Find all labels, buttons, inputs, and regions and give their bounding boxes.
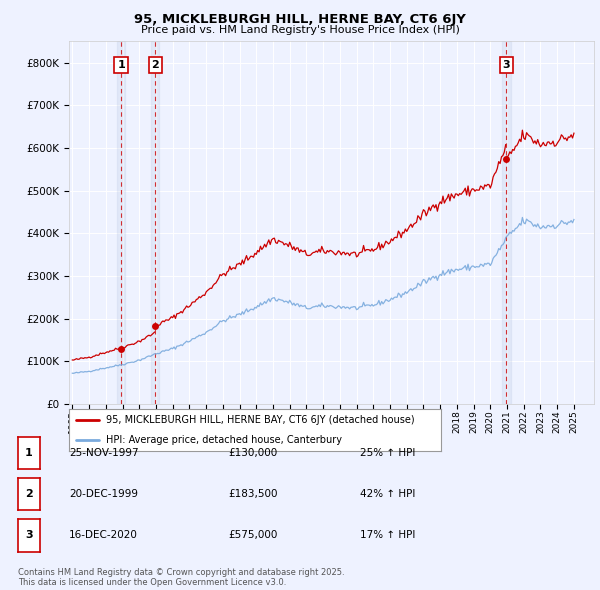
Text: 95, MICKLEBURGH HILL, HERNE BAY, CT6 6JY: 95, MICKLEBURGH HILL, HERNE BAY, CT6 6JY: [134, 13, 466, 26]
Bar: [502, 41, 511, 404]
Text: £183,500: £183,500: [228, 489, 277, 499]
Text: 17% ↑ HPI: 17% ↑ HPI: [360, 530, 415, 540]
Text: 3: 3: [25, 530, 32, 540]
Text: £130,000: £130,000: [228, 448, 277, 458]
Bar: [117, 41, 125, 404]
Text: 3: 3: [503, 60, 510, 70]
Text: 95, MICKLEBURGH HILL, HERNE BAY, CT6 6JY (detached house): 95, MICKLEBURGH HILL, HERNE BAY, CT6 6JY…: [106, 415, 415, 425]
Text: 25-NOV-1997: 25-NOV-1997: [69, 448, 139, 458]
Text: 2: 2: [25, 489, 32, 499]
Text: 1: 1: [117, 60, 125, 70]
Text: Contains HM Land Registry data © Crown copyright and database right 2025.
This d: Contains HM Land Registry data © Crown c…: [18, 568, 344, 587]
Text: £575,000: £575,000: [228, 530, 277, 540]
Text: 20-DEC-1999: 20-DEC-1999: [69, 489, 138, 499]
Text: Price paid vs. HM Land Registry's House Price Index (HPI): Price paid vs. HM Land Registry's House …: [140, 25, 460, 35]
Text: 16-DEC-2020: 16-DEC-2020: [69, 530, 138, 540]
Text: 25% ↑ HPI: 25% ↑ HPI: [360, 448, 415, 458]
Text: HPI: Average price, detached house, Canterbury: HPI: Average price, detached house, Cant…: [106, 435, 342, 445]
Text: 42% ↑ HPI: 42% ↑ HPI: [360, 489, 415, 499]
Text: 2: 2: [151, 60, 159, 70]
Text: 1: 1: [25, 448, 32, 458]
Bar: [151, 41, 160, 404]
